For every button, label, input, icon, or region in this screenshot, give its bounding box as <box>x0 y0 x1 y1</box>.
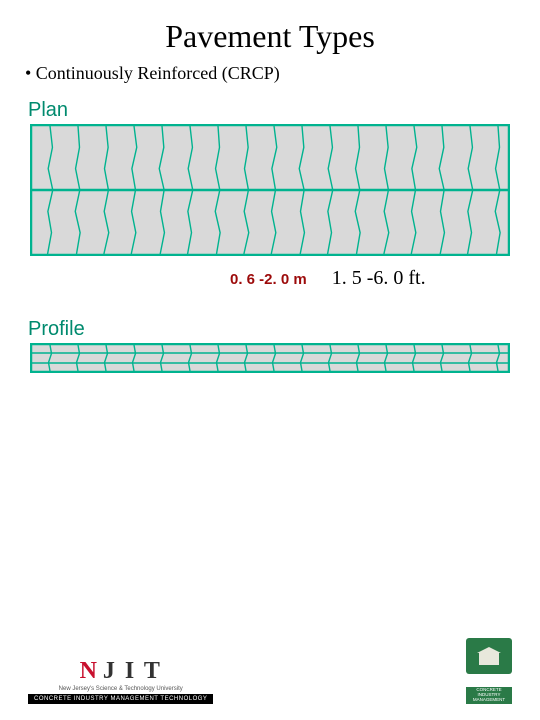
page-title: Pavement Types <box>0 0 540 63</box>
spacing-metric: 0. 6 -2. 0 m <box>230 271 307 288</box>
spacing-labels: 0. 6 -2. 0 m 1. 5 -6. 0 ft. <box>0 267 540 290</box>
plan-label: Plan <box>0 99 540 122</box>
plan-diagram <box>0 124 540 261</box>
profile-label: Profile <box>0 318 540 341</box>
cim-text: cim <box>480 675 499 686</box>
njit-logo: N J I T New Jersey's Science & Technolog… <box>28 658 213 704</box>
plan-svg <box>30 124 510 256</box>
profile-svg <box>30 343 510 373</box>
profile-diagram <box>0 343 540 378</box>
building-icon-base <box>479 653 499 665</box>
footer: N J I T New Jersey's Science & Technolog… <box>0 638 540 704</box>
njit-bar: CONCRETE INDUSTRY MANAGEMENT TECHNOLOGY <box>28 694 213 704</box>
cim-sub: CONCRETE INDUSTRY MANAGEMENT <box>466 687 512 704</box>
njit-jit: J I T <box>103 658 162 685</box>
subtitle: • Continuously Reinforced (CRCP) <box>0 63 540 94</box>
spacing-imperial: 1. 5 -6. 0 ft. <box>332 267 426 290</box>
njit-sub: New Jersey's Science & Technology Univer… <box>59 686 183 692</box>
cim-logo: cim CONCRETE INDUSTRY MANAGEMENT <box>466 638 512 704</box>
njit-n: N <box>80 658 99 685</box>
